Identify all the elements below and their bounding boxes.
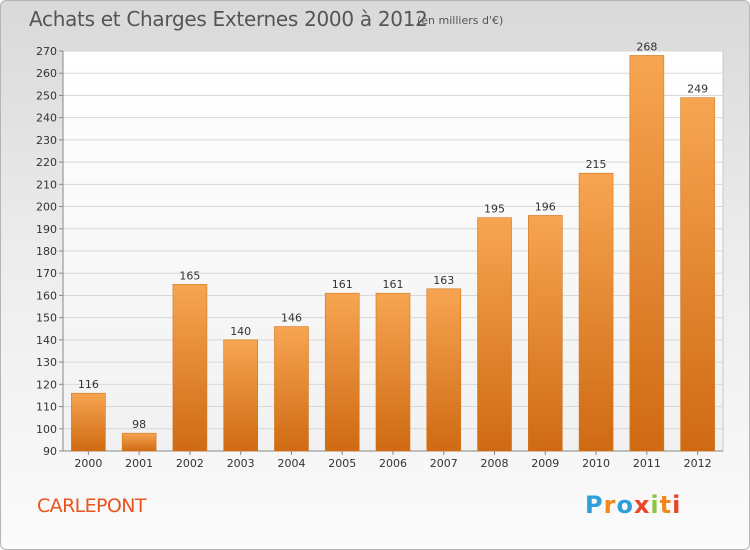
logo-letter: P [585,491,604,519]
x-tick-label: 2007 [430,457,458,470]
y-tick-label: 240 [36,112,57,125]
y-tick-label: 250 [36,89,57,102]
x-tick-label: 2004 [277,457,305,470]
bar [375,292,411,452]
bar-value-label: 195 [484,203,505,216]
bar-value-label: 196 [535,200,556,213]
bar [71,392,106,452]
commune-name: CARLEPONT [37,495,146,517]
bar-value-label: 98 [132,418,146,431]
y-tick-label: 110 [36,401,57,414]
x-tick-label: 2008 [481,457,509,470]
bar [223,339,258,452]
y-tick-label: 170 [36,267,57,280]
bar-value-label: 165 [179,269,200,282]
bar-value-label: 140 [230,325,251,338]
bar-value-label: 163 [433,274,454,287]
bar-value-label: 116 [78,378,99,391]
y-tick-label: 100 [36,423,57,436]
bar [680,97,715,452]
bar-value-label: 146 [281,312,302,325]
bar [629,55,665,452]
y-tick-label: 210 [36,178,57,191]
y-tick-label: 130 [36,356,57,369]
bar [121,432,157,452]
logo-letter: r [603,491,617,519]
logo-letter: i [650,491,660,519]
bar-value-label: 249 [687,83,708,96]
y-tick-label: 260 [36,67,57,80]
chart-unit: (en milliers d'€) [417,14,504,27]
bar [426,288,462,452]
logo-letter: t [659,491,673,519]
x-tick-label: 2000 [74,457,102,470]
bar [477,217,512,452]
x-tick-label: 2010 [582,457,610,470]
y-tick-label: 190 [36,223,57,236]
bar [172,284,208,452]
chart-title: Achats et Charges Externes 2000 à 2012 [29,7,428,31]
y-tick-label: 230 [36,134,57,147]
x-tick-label: 2009 [531,457,559,470]
logo-letter: o [616,491,634,519]
x-tick-label: 2001 [125,457,153,470]
bar-value-label: 215 [586,158,607,171]
x-tick-label: 2012 [684,457,712,470]
y-tick-label: 90 [43,445,57,458]
bar-value-label: 161 [383,278,404,291]
y-tick-label: 150 [36,312,57,325]
y-tick-label: 140 [36,334,57,347]
x-tick-label: 2003 [227,457,255,470]
bar [528,215,563,452]
bar [274,326,309,452]
y-tick-label: 200 [36,201,57,214]
x-tick-label: 2011 [633,457,661,470]
x-tick-label: 2006 [379,457,407,470]
y-tick-label: 120 [36,378,57,391]
bar-value-label: 161 [332,278,353,291]
y-tick-label: 160 [36,289,57,302]
y-tick-label: 270 [36,45,57,58]
x-tick-label: 2002 [176,457,204,470]
logo-letter: i [672,491,682,519]
y-tick-label: 220 [36,156,57,169]
x-tick-label: 2005 [328,457,356,470]
logo-letter: x [633,491,651,519]
y-tick-label: 180 [36,245,57,258]
bar-value-label: 268 [636,40,657,53]
bar [578,172,614,452]
bar [324,292,360,452]
proxiti-logo: Proxiti [585,491,681,519]
